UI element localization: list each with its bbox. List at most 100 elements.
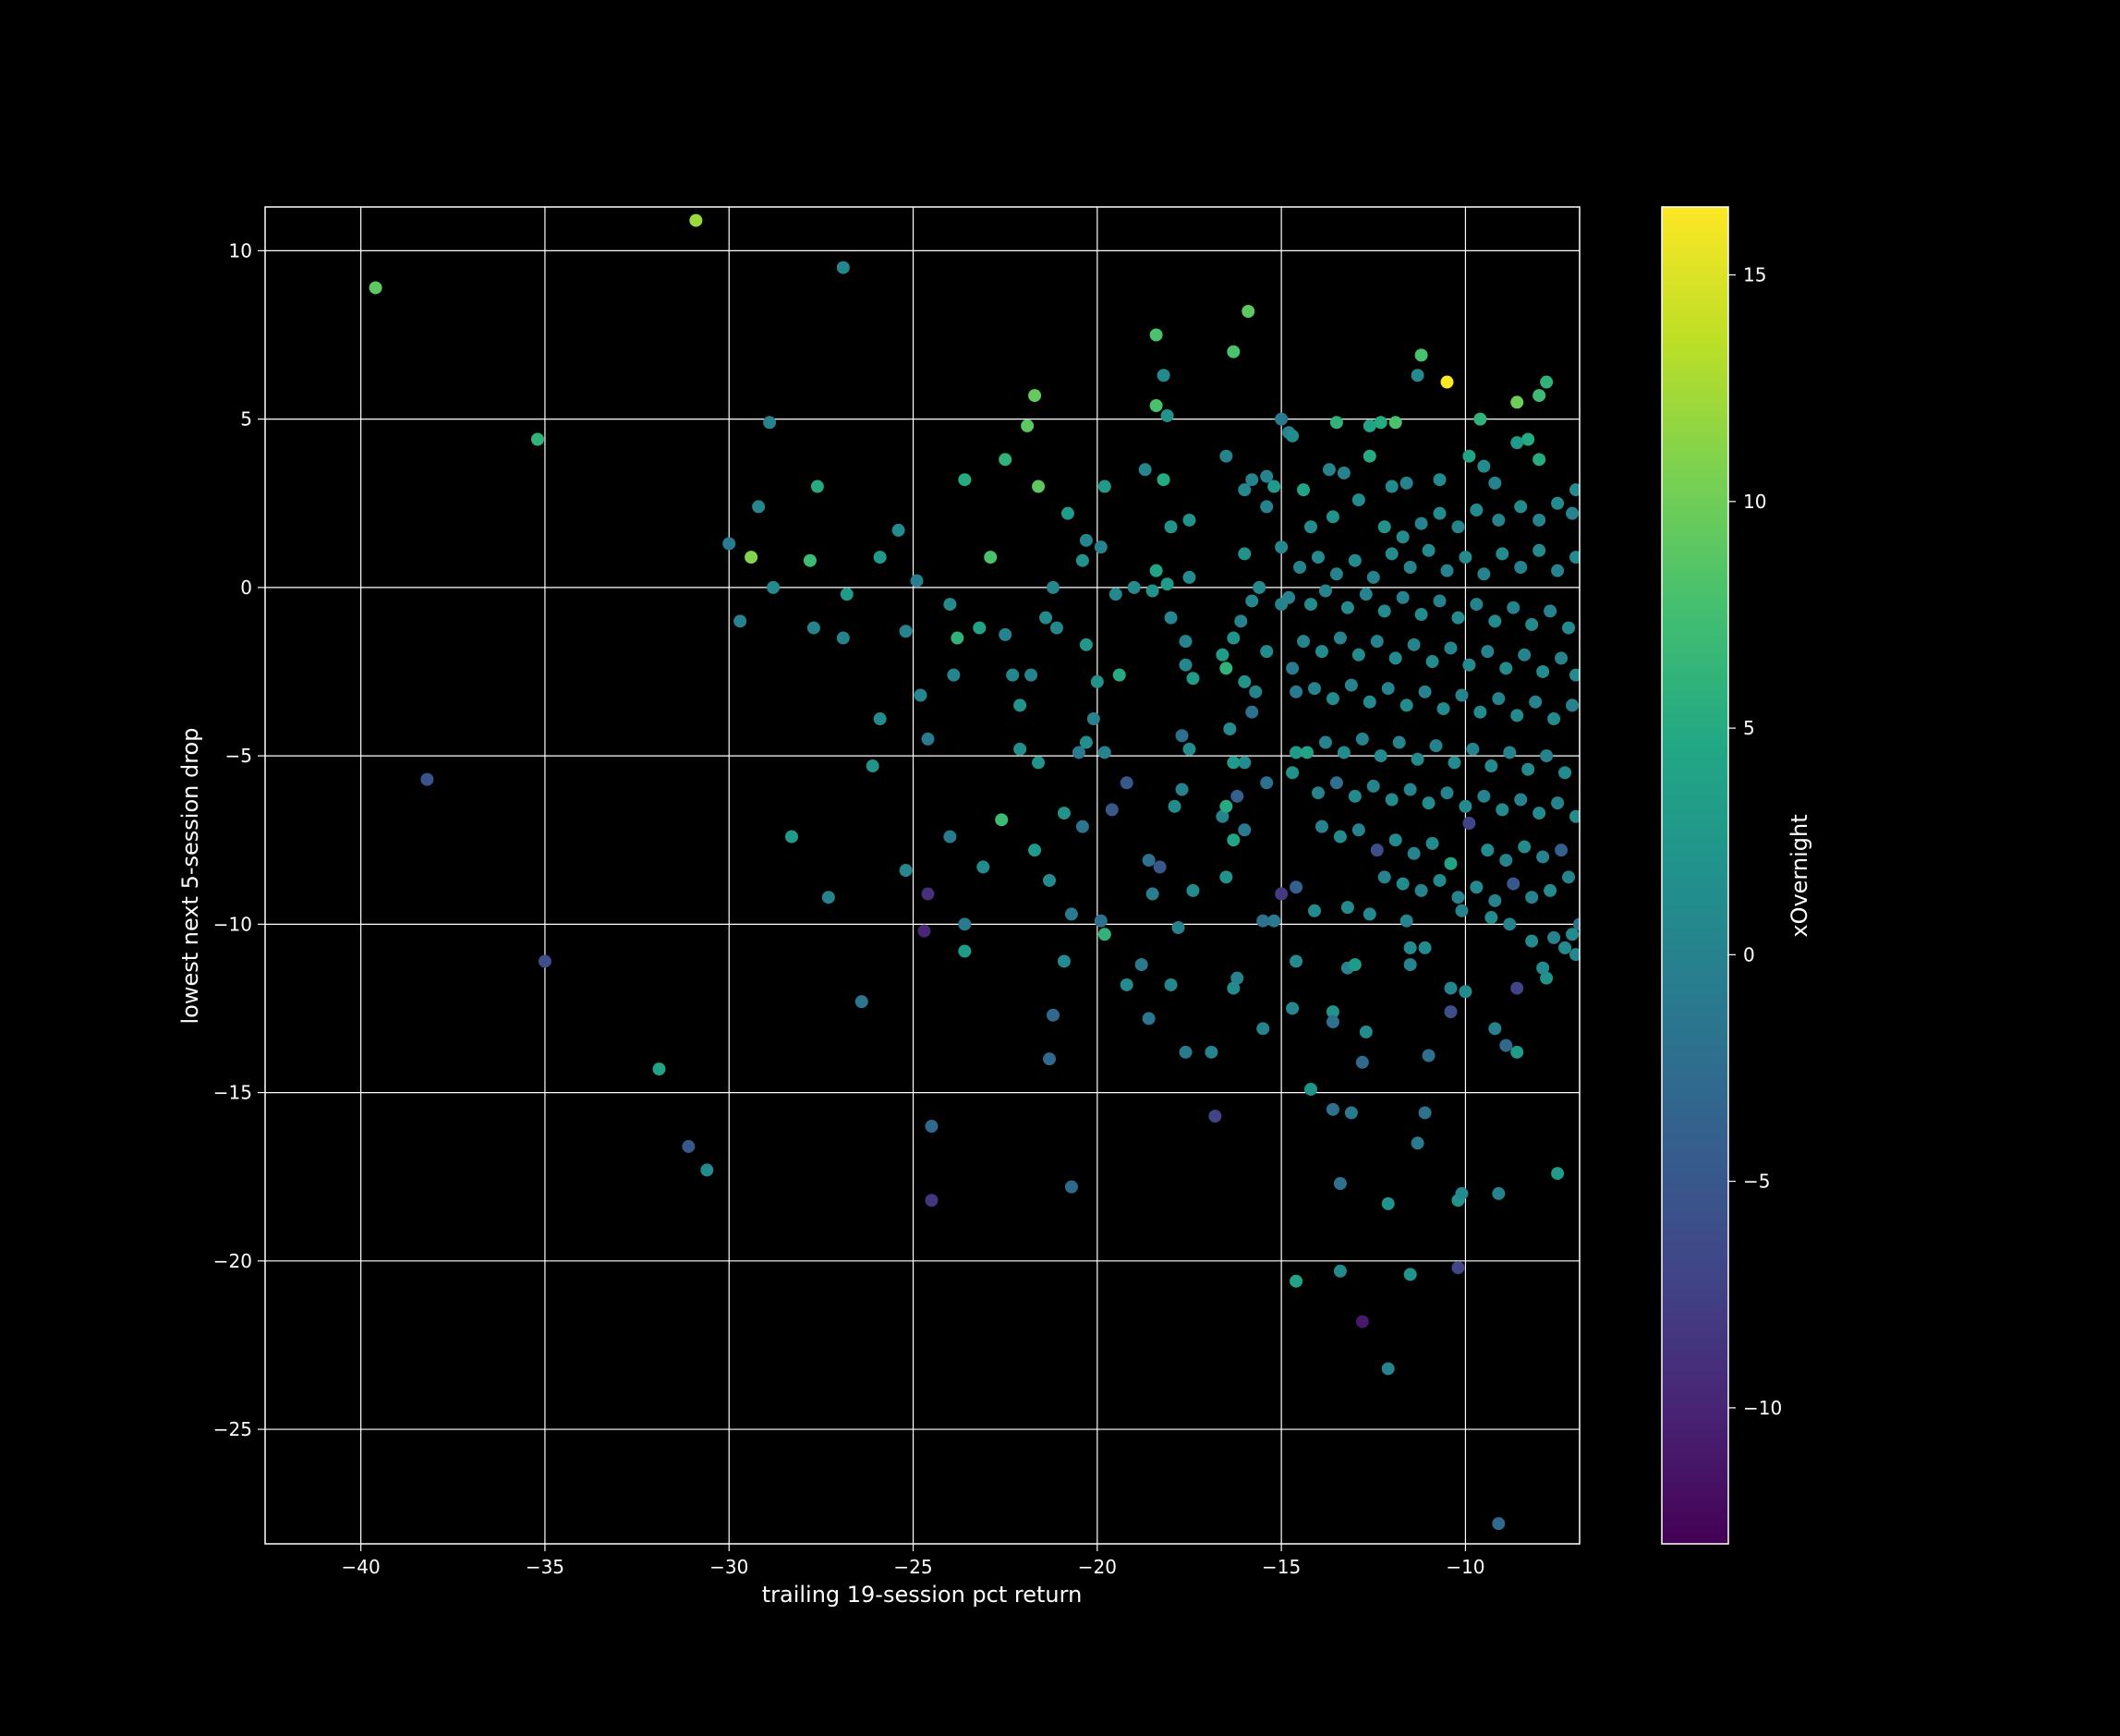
scatter-point	[1451, 891, 1464, 904]
scatter-point	[1473, 706, 1486, 719]
scatter-point	[1397, 878, 1410, 891]
scatter-point	[1169, 800, 1181, 813]
scatter-point	[1061, 507, 1074, 520]
scatter-point	[682, 1140, 695, 1153]
scatter-point	[1386, 480, 1399, 493]
scatter-point	[1419, 1106, 1432, 1119]
scatter-point	[1386, 547, 1399, 560]
scatter-point	[1423, 796, 1436, 809]
scatter-point	[1514, 500, 1527, 513]
scatter-point	[911, 575, 924, 588]
scatter-point	[1256, 1022, 1269, 1035]
scatter-point	[1540, 749, 1553, 762]
scatter-point	[1532, 544, 1545, 557]
scatter-point	[1216, 649, 1229, 662]
scatter-point	[1286, 430, 1299, 443]
scatter-point	[1286, 766, 1299, 779]
colorbar-tick-label: 5	[1743, 717, 1755, 739]
scatter-point	[1441, 376, 1454, 389]
scatter-point	[1165, 612, 1178, 625]
scatter-point	[1477, 790, 1490, 803]
scatter-point	[1430, 739, 1443, 752]
scatter-point	[653, 1062, 666, 1075]
scatter-point	[1363, 696, 1376, 709]
scatter-point	[1308, 682, 1321, 695]
scatter-point	[958, 917, 971, 930]
scatter-point	[1024, 669, 1037, 682]
scatter-point	[1334, 632, 1347, 645]
scatter-point	[1558, 766, 1571, 779]
scatter-point	[1389, 651, 1402, 664]
scatter-point	[1551, 497, 1564, 510]
scatter-point	[1330, 416, 1343, 429]
scatter-point	[700, 1163, 713, 1176]
scatter-point	[1013, 698, 1026, 711]
scatter-point	[1349, 790, 1362, 803]
scatter-point	[1327, 1103, 1339, 1116]
scatter-point	[1532, 389, 1545, 402]
scatter-point	[1157, 369, 1170, 382]
scatter-point	[1415, 884, 1428, 897]
scatter-point	[1441, 565, 1454, 577]
scatter-point	[420, 773, 433, 786]
scatter-point	[1267, 915, 1280, 928]
scatter-point	[1444, 1005, 1457, 1018]
y-tick-label: −10	[213, 913, 252, 935]
scatter-point	[1315, 645, 1328, 658]
scatter-points	[369, 214, 1586, 1531]
scatter-point	[1378, 604, 1391, 617]
scatter-point	[1227, 346, 1240, 358]
scatter-point	[1021, 419, 1034, 432]
scatter-point	[1032, 480, 1045, 493]
scatter-point	[1518, 841, 1531, 854]
scatter-point	[1499, 854, 1512, 867]
scatter-point	[943, 831, 956, 844]
scatter-point	[1242, 305, 1254, 318]
scatter-point	[1172, 921, 1185, 934]
scatter-point	[1176, 729, 1189, 742]
scatter-point	[1080, 534, 1093, 547]
scatter-point	[804, 554, 817, 567]
scatter-point	[1135, 958, 1148, 971]
scatter-point	[1039, 612, 1052, 625]
scatter-point	[984, 551, 997, 564]
scatter-point	[1459, 800, 1472, 813]
scatter-point	[1065, 907, 1078, 920]
scatter-point	[958, 945, 971, 958]
scatter-point	[1492, 692, 1505, 705]
scatter-point	[1182, 571, 1195, 584]
scatter-point	[1404, 561, 1417, 574]
scatter-point	[1165, 978, 1178, 991]
scatter-point	[1503, 746, 1516, 759]
scatter-point	[1496, 803, 1508, 816]
scatter-point	[1532, 453, 1545, 466]
scatter-point	[1510, 1046, 1523, 1059]
scatter-point	[1275, 413, 1288, 426]
y-tick-label: −15	[213, 1082, 252, 1104]
scatter-point	[1330, 776, 1343, 789]
scatter-point	[1536, 962, 1549, 975]
scatter-point	[1408, 847, 1421, 860]
scatter-point	[1470, 504, 1483, 516]
scatter-point	[1050, 622, 1063, 635]
scatter-point	[1352, 649, 1365, 662]
scatter-point	[1444, 982, 1457, 995]
scatter-point	[1404, 958, 1417, 971]
x-axis-ticks: −40 −35 −30 −25 −20 −15 −10	[342, 1544, 1485, 1578]
scatter-point	[1076, 820, 1089, 833]
scatter-point	[1386, 793, 1399, 806]
scatter-point	[1367, 571, 1380, 584]
scatter-point	[892, 524, 905, 537]
scatter-point	[874, 712, 887, 725]
scatter-point	[1389, 833, 1402, 846]
scatter-point	[1415, 348, 1428, 361]
scatter-point	[1352, 823, 1365, 836]
scatter-point	[1510, 709, 1523, 722]
scatter-point	[1219, 870, 1232, 883]
scatter-point	[1448, 756, 1460, 769]
scatter-point	[1157, 473, 1170, 486]
scatter-point	[1315, 820, 1328, 833]
scatter-point	[1462, 817, 1475, 830]
scatter-point	[1558, 941, 1571, 954]
